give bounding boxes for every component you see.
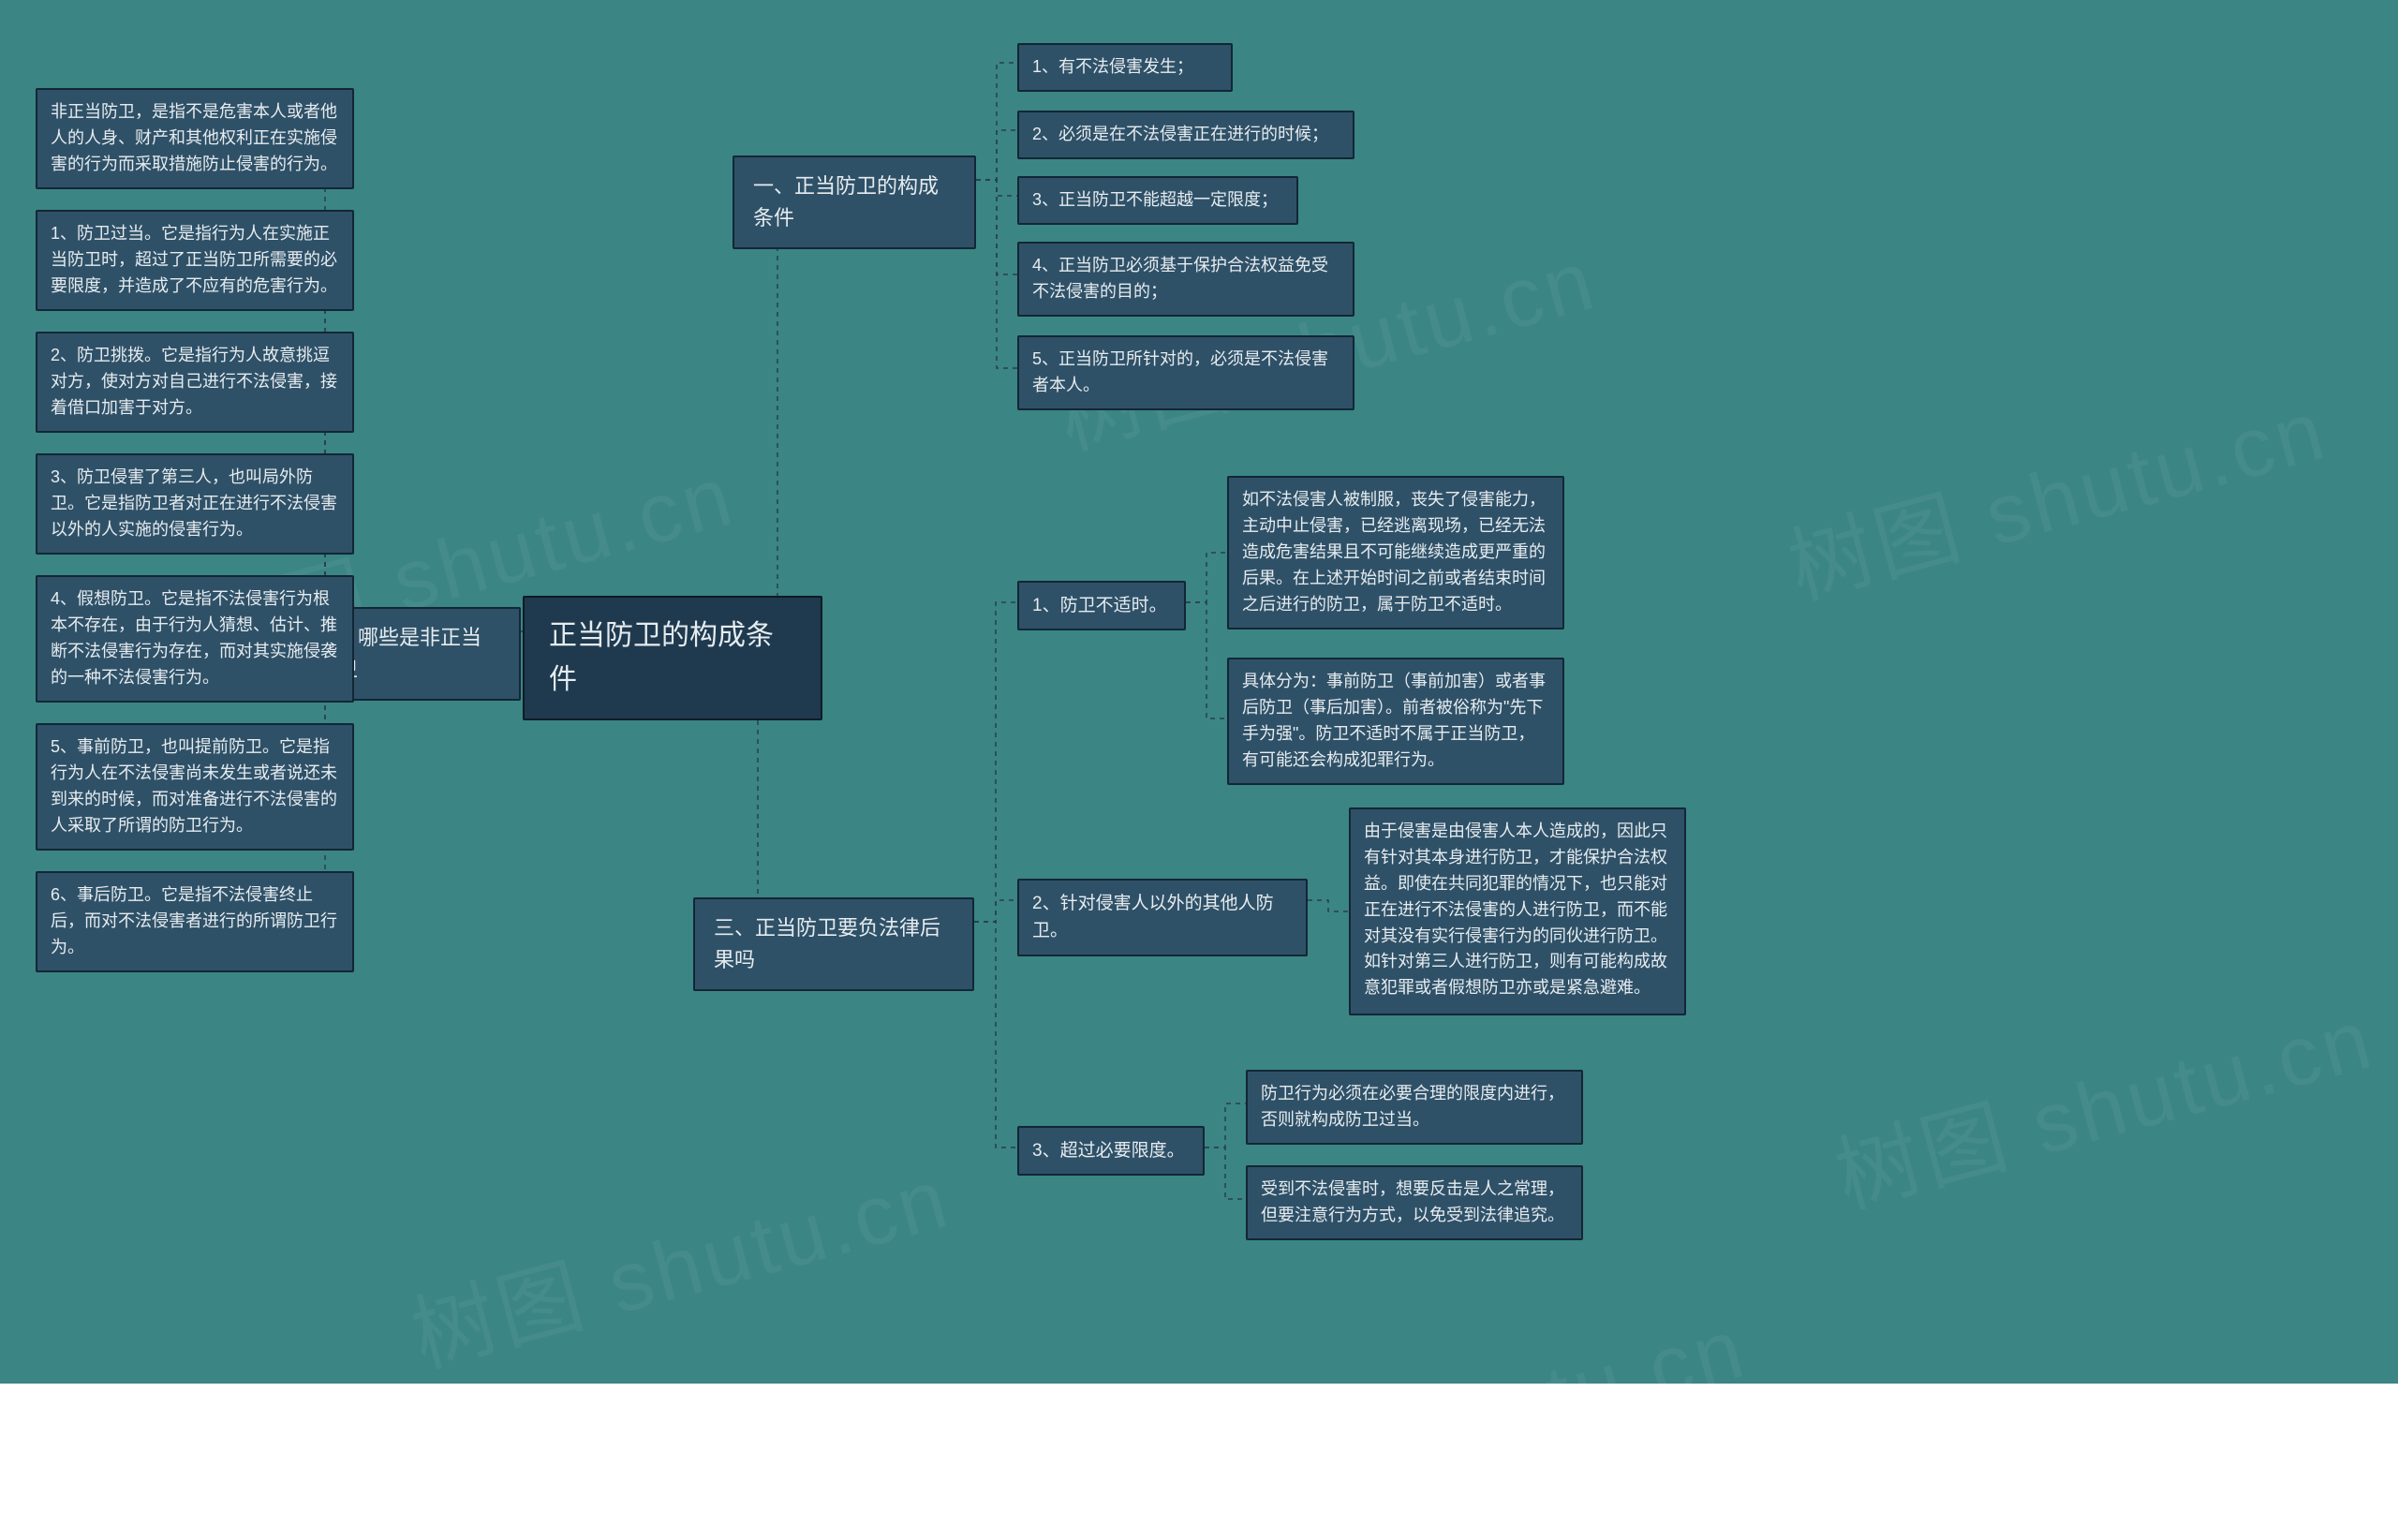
connector — [974, 602, 1017, 922]
level1-s3[interactable]: 三、正当防卫要负法律后果吗 — [693, 897, 974, 991]
watermark: 树图 shutu.cn — [1820, 970, 2385, 1231]
connector — [974, 922, 1017, 1148]
section2-item-6[interactable]: 6、事后防卫。它是指不法侵害终止后，而对不法侵害者进行的所谓防卫行为。 — [36, 871, 354, 972]
section2-item-5[interactable]: 5、事前防卫，也叫提前防卫。它是指行为人在不法侵害尚未发生或者说还未到来的时候，… — [36, 723, 354, 851]
section1-item-2[interactable]: 3、正当防卫不能超越一定限度； — [1017, 176, 1298, 225]
s3c2-item-0[interactable]: 由于侵害是由侵害人本人造成的，因此只有针对其本身进行防卫，才能保护合法权益。即使… — [1349, 807, 1686, 1015]
root-node[interactable]: 正当防卫的构成条件 — [523, 596, 822, 720]
section1-item-4[interactable]: 5、正当防卫所针对的，必须是不法侵害者本人。 — [1017, 335, 1354, 410]
section3-item-1[interactable]: 2、针对侵害人以外的其他人防卫。 — [1017, 879, 1308, 956]
connector — [976, 180, 1017, 274]
watermark: 树图 shutu.cn — [1773, 362, 2338, 622]
s3c3-item-0[interactable]: 防卫行为必须在必要合理的限度内进行，否则就构成防卫过当。 — [1246, 1070, 1583, 1145]
connector — [974, 900, 1017, 922]
connector — [976, 180, 1017, 196]
watermark: 树图 shutu.cn — [1192, 1280, 1757, 1540]
mindmap-canvas: 树图 shutu.cn树图 shutu.cn树图 shutu.cn树图 shut… — [0, 0, 2398, 1384]
section3-item-2[interactable]: 3、超过必要限度。 — [1017, 1126, 1205, 1176]
s3c1-item-1[interactable]: 具体分为：事前防卫（事前加害）或者事后防卫（事后加害）。前者被俗称为"先下手为强… — [1227, 658, 1564, 785]
section2-item-0[interactable]: 非正当防卫，是指不是危害本人或者他人的人身、财产和其他权利正在实施侵害的行为而采… — [36, 88, 354, 189]
connector — [1186, 602, 1227, 718]
connector — [1308, 900, 1349, 911]
section2-item-2[interactable]: 2、防卫挑拨。它是指行为人故意挑逗对方，使对方对自己进行不法侵害，接着借口加害于… — [36, 332, 354, 433]
connector — [1205, 1103, 1246, 1148]
section1-item-1[interactable]: 2、必须是在不法侵害正在进行的时候； — [1017, 111, 1354, 159]
connector — [976, 130, 1017, 180]
s3c3-item-1[interactable]: 受到不法侵害时，想要反击是人之常理，但要注意行为方式，以免受到法律追究。 — [1246, 1165, 1583, 1240]
s3c1-item-0[interactable]: 如不法侵害人被制服，丧失了侵害能力，主动中止侵害，已经逃离现场，已经无法造成危害… — [1227, 476, 1564, 629]
watermark: 树图 shutu.cn — [396, 1130, 961, 1390]
level1-s1[interactable]: 一、正当防卫的构成条件 — [733, 155, 976, 249]
connector — [1205, 1148, 1246, 1199]
section3-item-0[interactable]: 1、防卫不适时。 — [1017, 581, 1186, 630]
section1-item-0[interactable]: 1、有不法侵害发生； — [1017, 43, 1233, 92]
section2-item-3[interactable]: 3、防卫侵害了第三人，也叫局外防卫。它是指防卫者对正在进行不法侵害以外的人实施的… — [36, 453, 354, 555]
section1-item-3[interactable]: 4、正当防卫必须基于保护合法权益免受不法侵害的目的； — [1017, 242, 1354, 317]
connector — [1186, 553, 1227, 602]
connector — [976, 63, 1017, 180]
section2-item-1[interactable]: 1、防卫过当。它是指行为人在实施正当防卫时，超过了正当防卫所需要的必要限度，并造… — [36, 210, 354, 311]
connector — [976, 180, 1017, 368]
section2-item-4[interactable]: 4、假想防卫。它是指不法侵害行为根本不存在，由于行为人猜想、估计、推断不法侵害行… — [36, 575, 354, 703]
